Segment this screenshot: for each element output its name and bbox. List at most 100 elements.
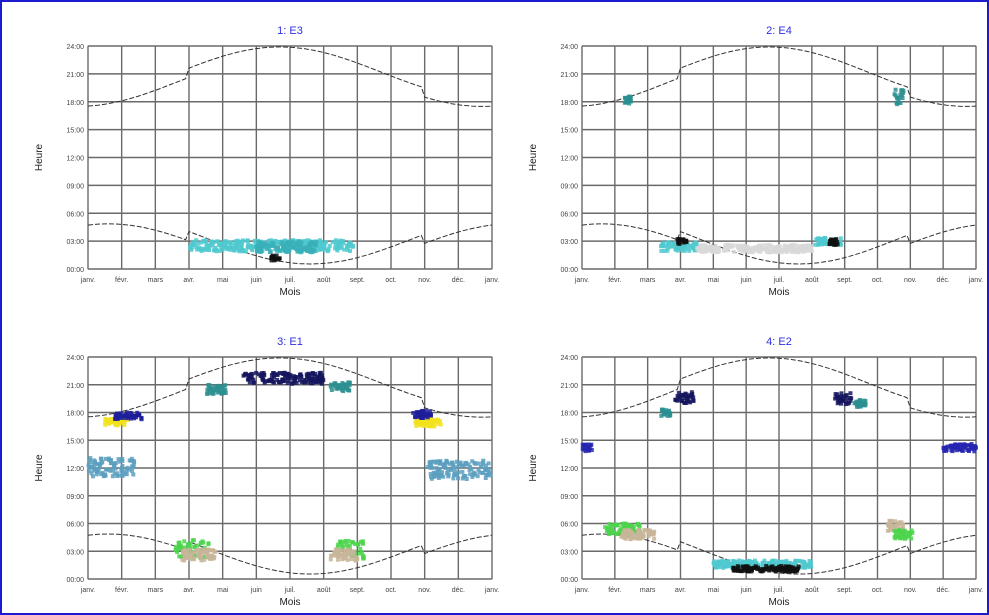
data-point xyxy=(285,378,290,383)
data-point xyxy=(205,391,210,396)
data-point xyxy=(124,468,129,473)
data-point xyxy=(460,469,465,474)
data-point xyxy=(343,547,348,552)
data-point xyxy=(333,238,338,243)
data-point xyxy=(848,391,853,396)
x-tick-label: juil. xyxy=(773,587,785,594)
data-point xyxy=(281,372,286,377)
data-point xyxy=(446,474,451,479)
data-point xyxy=(309,247,314,252)
data-point xyxy=(769,247,774,252)
x-tick-label: mars xyxy=(148,587,164,594)
data-point xyxy=(960,448,965,453)
data-point xyxy=(797,244,802,249)
data-point xyxy=(888,523,893,528)
data-point xyxy=(965,443,970,448)
data-point xyxy=(795,568,800,573)
data-point xyxy=(275,249,280,254)
data-point xyxy=(957,447,962,452)
data-point xyxy=(827,238,832,243)
x-tick-label: mars xyxy=(640,277,656,284)
data-point xyxy=(325,249,330,254)
data-point xyxy=(856,404,861,409)
data-point xyxy=(195,247,200,252)
data-point xyxy=(426,418,431,423)
data-point xyxy=(225,240,230,245)
data-point xyxy=(295,247,300,252)
data-point xyxy=(796,250,801,255)
data-point xyxy=(342,386,347,391)
data-point xyxy=(100,460,105,465)
data-point xyxy=(764,247,769,252)
data-point xyxy=(109,461,114,466)
data-point xyxy=(452,468,457,473)
data-point xyxy=(180,557,185,562)
data-point xyxy=(328,384,333,389)
data-point xyxy=(721,564,726,569)
data-point xyxy=(450,461,455,466)
data-point xyxy=(115,474,120,479)
data-point xyxy=(295,249,300,254)
data-point xyxy=(628,524,633,529)
data-point xyxy=(756,249,761,254)
data-point xyxy=(421,411,426,416)
data-point xyxy=(680,399,685,404)
data-point xyxy=(345,557,350,562)
data-point xyxy=(347,380,352,385)
x-tick-label: sept. xyxy=(350,277,365,284)
data-point xyxy=(281,378,286,383)
data-point xyxy=(298,246,303,251)
x-tick-label: juil. xyxy=(284,587,296,594)
y-tick-label: 21:00 xyxy=(66,72,84,79)
data-point xyxy=(425,413,430,418)
data-point xyxy=(483,476,488,481)
x-tick-label: févr. xyxy=(608,587,621,594)
x-tick-label: févr. xyxy=(115,277,128,284)
data-point xyxy=(961,445,966,450)
data-cluster-3 xyxy=(619,527,657,542)
y-tick-label: 18:00 xyxy=(560,411,578,418)
data-point xyxy=(835,394,840,399)
data-point xyxy=(347,248,352,253)
data-point xyxy=(259,373,264,378)
x-tick-label: juil. xyxy=(773,277,785,284)
data-point xyxy=(219,245,224,250)
data-point xyxy=(702,248,707,253)
x-tick-label: janv. xyxy=(484,277,499,284)
data-point xyxy=(732,249,737,254)
data-point xyxy=(415,411,420,416)
x-tick-label: juil. xyxy=(284,277,296,284)
y-tick-label: 06:00 xyxy=(66,211,84,218)
data-point xyxy=(88,460,93,465)
data-point xyxy=(853,400,858,405)
data-cluster-1 xyxy=(580,442,594,454)
chart-panel-2: 2: E4 00:00 03:00 06:00 09:00 12:00 15:00 18:00… xyxy=(528,25,983,298)
data-point xyxy=(737,558,742,563)
data-point xyxy=(219,241,224,246)
x-tick-label: août xyxy=(805,277,819,284)
data-point xyxy=(136,413,141,418)
data-point xyxy=(682,248,687,253)
data-point xyxy=(966,448,971,453)
data-point xyxy=(216,385,221,390)
x-axis-label: Mois xyxy=(279,287,300,298)
data-point xyxy=(469,467,474,472)
data-point xyxy=(764,566,769,571)
data-point xyxy=(731,559,736,564)
data-cluster-12 xyxy=(411,408,433,420)
data-point xyxy=(699,249,704,254)
data-point xyxy=(771,561,776,566)
data-point xyxy=(689,393,694,398)
data-point xyxy=(359,550,364,555)
data-point xyxy=(642,528,647,533)
data-point xyxy=(843,402,848,407)
y-tick-label: 06:00 xyxy=(560,522,578,529)
data-point xyxy=(302,239,307,244)
data-point xyxy=(208,391,213,396)
data-point xyxy=(298,250,303,255)
data-point xyxy=(273,247,278,252)
x-tick-label: juin xyxy=(740,587,752,594)
data-point xyxy=(217,388,222,393)
data-point xyxy=(893,93,898,98)
